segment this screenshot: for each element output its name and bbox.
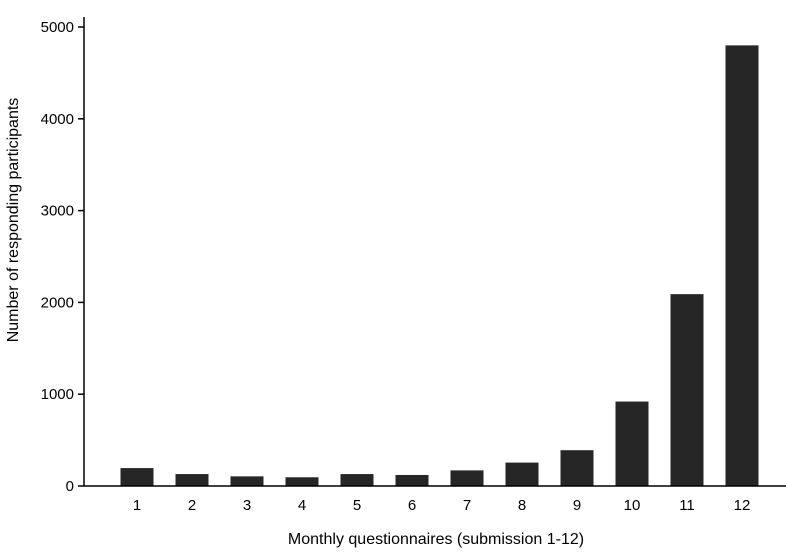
bar-11	[670, 294, 704, 486]
bar-1	[120, 468, 154, 486]
x-tick-label-10: 10	[624, 497, 641, 514]
y-tick-label-3000: 3000	[41, 203, 74, 220]
y-tick-label-0: 0	[66, 478, 74, 495]
y-axis-label: Number of responding participants	[5, 98, 22, 343]
x-ticks-group: 1 2 3 4 5 6 7 8 9 10 11 12	[133, 497, 751, 514]
y-tick-label-1000: 1000	[41, 386, 74, 403]
bar-6	[395, 474, 429, 486]
bars-group	[120, 45, 759, 487]
bar-3	[230, 476, 264, 486]
bar-7	[450, 470, 484, 486]
axes-group	[83, 17, 786, 487]
bar-12	[725, 45, 759, 487]
y-tick-label-2000: 2000	[41, 294, 74, 311]
x-tick-label-9: 9	[573, 497, 581, 514]
bar-8	[505, 462, 539, 486]
x-tick-label-2: 2	[188, 497, 196, 514]
x-tick-label-3: 3	[243, 497, 251, 514]
bar-2	[175, 474, 209, 486]
x-tick-label-11: 11	[679, 497, 695, 514]
x-tick-label-4: 4	[298, 497, 306, 514]
bar-9	[560, 450, 594, 486]
x-tick-label-5: 5	[353, 497, 361, 514]
bar-10	[615, 401, 649, 486]
y-tick-label-4000: 4000	[41, 111, 74, 128]
x-tick-label-7: 7	[463, 497, 471, 514]
y-tick-label-5000: 5000	[41, 19, 74, 36]
x-tick-label-6: 6	[408, 497, 416, 514]
y-ticks-group: 0 1000 2000 3000 4000 5000	[41, 19, 84, 495]
bar-5	[340, 474, 374, 486]
x-tick-label-1: 1	[133, 497, 141, 514]
x-axis-label: Monthly questionnaires (submission 1-12)	[288, 531, 584, 548]
bar-4	[285, 477, 319, 486]
x-tick-label-8: 8	[518, 497, 526, 514]
x-tick-label-12: 12	[734, 497, 751, 514]
